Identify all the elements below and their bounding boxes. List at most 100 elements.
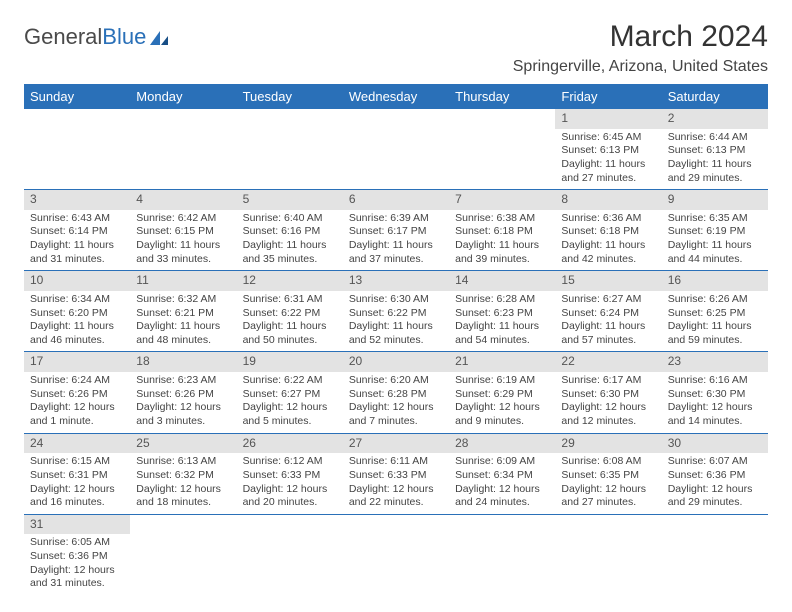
day-details: Sunrise: 6:43 AMSunset: 6:14 PMDaylight:…: [24, 210, 130, 271]
calendar-cell: [662, 514, 768, 595]
day-line: and 27 minutes.: [561, 172, 655, 186]
calendar-cell: [130, 109, 236, 190]
day-number: 16: [662, 271, 768, 291]
day-line: Sunrise: 6:42 AM: [136, 212, 230, 226]
day-details: Sunrise: 6:35 AMSunset: 6:19 PMDaylight:…: [662, 210, 768, 271]
col-thursday: Thursday: [449, 84, 555, 109]
day-details: Sunrise: 6:45 AMSunset: 6:13 PMDaylight:…: [555, 129, 661, 190]
day-details: Sunrise: 6:15 AMSunset: 6:31 PMDaylight:…: [24, 453, 130, 514]
day-line: Sunrise: 6:38 AM: [455, 212, 549, 226]
day-line: and 52 minutes.: [349, 334, 443, 348]
day-number: 23: [662, 352, 768, 372]
day-line: and 31 minutes.: [30, 253, 124, 267]
day-line: Sunset: 6:22 PM: [349, 307, 443, 321]
month-title: March 2024: [513, 20, 768, 54]
calendar-row: 10Sunrise: 6:34 AMSunset: 6:20 PMDayligh…: [24, 271, 768, 352]
col-friday: Friday: [555, 84, 661, 109]
calendar-cell: 20Sunrise: 6:20 AMSunset: 6:28 PMDayligh…: [343, 352, 449, 433]
day-line: Sunset: 6:34 PM: [455, 469, 549, 483]
calendar-cell: 24Sunrise: 6:15 AMSunset: 6:31 PMDayligh…: [24, 433, 130, 514]
day-line: and 1 minute.: [30, 415, 124, 429]
col-wednesday: Wednesday: [343, 84, 449, 109]
day-line: and 39 minutes.: [455, 253, 549, 267]
day-line: Sunset: 6:33 PM: [243, 469, 337, 483]
calendar-cell: 28Sunrise: 6:09 AMSunset: 6:34 PMDayligh…: [449, 433, 555, 514]
day-line: Sunrise: 6:22 AM: [243, 374, 337, 388]
day-number: 6: [343, 190, 449, 210]
day-line: Sunrise: 6:26 AM: [668, 293, 762, 307]
day-line: and 46 minutes.: [30, 334, 124, 348]
calendar-cell: 15Sunrise: 6:27 AMSunset: 6:24 PMDayligh…: [555, 271, 661, 352]
day-line: Sunset: 6:27 PM: [243, 388, 337, 402]
col-monday: Monday: [130, 84, 236, 109]
day-line: and 35 minutes.: [243, 253, 337, 267]
day-line: Daylight: 12 hours: [349, 483, 443, 497]
day-number: 26: [237, 434, 343, 454]
day-line: Sunrise: 6:23 AM: [136, 374, 230, 388]
day-number: 28: [449, 434, 555, 454]
day-line: Sunset: 6:32 PM: [136, 469, 230, 483]
calendar-cell: 16Sunrise: 6:26 AMSunset: 6:25 PMDayligh…: [662, 271, 768, 352]
day-number: 5: [237, 190, 343, 210]
calendar-cell: [24, 109, 130, 190]
day-line: Daylight: 11 hours: [349, 320, 443, 334]
calendar-cell: 26Sunrise: 6:12 AMSunset: 6:33 PMDayligh…: [237, 433, 343, 514]
day-line: and 48 minutes.: [136, 334, 230, 348]
day-number: 27: [343, 434, 449, 454]
day-number: 3: [24, 190, 130, 210]
calendar-cell: 5Sunrise: 6:40 AMSunset: 6:16 PMDaylight…: [237, 190, 343, 271]
day-line: Daylight: 11 hours: [30, 320, 124, 334]
day-line: Sunrise: 6:30 AM: [349, 293, 443, 307]
day-line: Daylight: 11 hours: [243, 320, 337, 334]
calendar-cell: 22Sunrise: 6:17 AMSunset: 6:30 PMDayligh…: [555, 352, 661, 433]
day-line: Sunrise: 6:39 AM: [349, 212, 443, 226]
col-sunday: Sunday: [24, 84, 130, 109]
day-line: Sunrise: 6:27 AM: [561, 293, 655, 307]
calendar-cell: [130, 514, 236, 595]
day-line: Daylight: 11 hours: [455, 320, 549, 334]
day-number: 19: [237, 352, 343, 372]
day-line: Daylight: 12 hours: [561, 401, 655, 415]
day-line: Sunrise: 6:16 AM: [668, 374, 762, 388]
day-line: Sunrise: 6:44 AM: [668, 131, 762, 145]
day-line: Sunrise: 6:32 AM: [136, 293, 230, 307]
calendar-cell: 23Sunrise: 6:16 AMSunset: 6:30 PMDayligh…: [662, 352, 768, 433]
day-number: 7: [449, 190, 555, 210]
day-details: Sunrise: 6:05 AMSunset: 6:36 PMDaylight:…: [24, 534, 130, 595]
calendar-cell: 2Sunrise: 6:44 AMSunset: 6:13 PMDaylight…: [662, 109, 768, 190]
day-line: Daylight: 12 hours: [668, 401, 762, 415]
day-line: Sunset: 6:26 PM: [30, 388, 124, 402]
calendar-cell: 1Sunrise: 6:45 AMSunset: 6:13 PMDaylight…: [555, 109, 661, 190]
day-line: Daylight: 11 hours: [136, 320, 230, 334]
day-details: Sunrise: 6:36 AMSunset: 6:18 PMDaylight:…: [555, 210, 661, 271]
day-line: and 59 minutes.: [668, 334, 762, 348]
day-line: Sunrise: 6:24 AM: [30, 374, 124, 388]
day-details: Sunrise: 6:31 AMSunset: 6:22 PMDaylight:…: [237, 291, 343, 352]
calendar-cell: [237, 109, 343, 190]
calendar-cell: 25Sunrise: 6:13 AMSunset: 6:32 PMDayligh…: [130, 433, 236, 514]
day-details: Sunrise: 6:20 AMSunset: 6:28 PMDaylight:…: [343, 372, 449, 433]
day-line: Daylight: 11 hours: [349, 239, 443, 253]
day-number: 29: [555, 434, 661, 454]
brand-logo: GeneralBlue: [24, 24, 170, 50]
calendar-cell: 31Sunrise: 6:05 AMSunset: 6:36 PMDayligh…: [24, 514, 130, 595]
calendar-cell: 7Sunrise: 6:38 AMSunset: 6:18 PMDaylight…: [449, 190, 555, 271]
day-details: Sunrise: 6:19 AMSunset: 6:29 PMDaylight:…: [449, 372, 555, 433]
day-details: Sunrise: 6:42 AMSunset: 6:15 PMDaylight:…: [130, 210, 236, 271]
day-line: Daylight: 12 hours: [136, 483, 230, 497]
day-number: 25: [130, 434, 236, 454]
calendar-cell: 4Sunrise: 6:42 AMSunset: 6:15 PMDaylight…: [130, 190, 236, 271]
day-line: Sunrise: 6:43 AM: [30, 212, 124, 226]
day-number: 11: [130, 271, 236, 291]
day-number: 4: [130, 190, 236, 210]
day-details: Sunrise: 6:30 AMSunset: 6:22 PMDaylight:…: [343, 291, 449, 352]
day-line: and 16 minutes.: [30, 496, 124, 510]
calendar-body: 1Sunrise: 6:45 AMSunset: 6:13 PMDaylight…: [24, 109, 768, 595]
day-line: Daylight: 11 hours: [243, 239, 337, 253]
day-line: Sunset: 6:19 PM: [668, 225, 762, 239]
day-line: and 20 minutes.: [243, 496, 337, 510]
day-line: Sunset: 6:25 PM: [668, 307, 762, 321]
day-details: Sunrise: 6:32 AMSunset: 6:21 PMDaylight:…: [130, 291, 236, 352]
day-line: Daylight: 12 hours: [136, 401, 230, 415]
calendar-cell: 12Sunrise: 6:31 AMSunset: 6:22 PMDayligh…: [237, 271, 343, 352]
